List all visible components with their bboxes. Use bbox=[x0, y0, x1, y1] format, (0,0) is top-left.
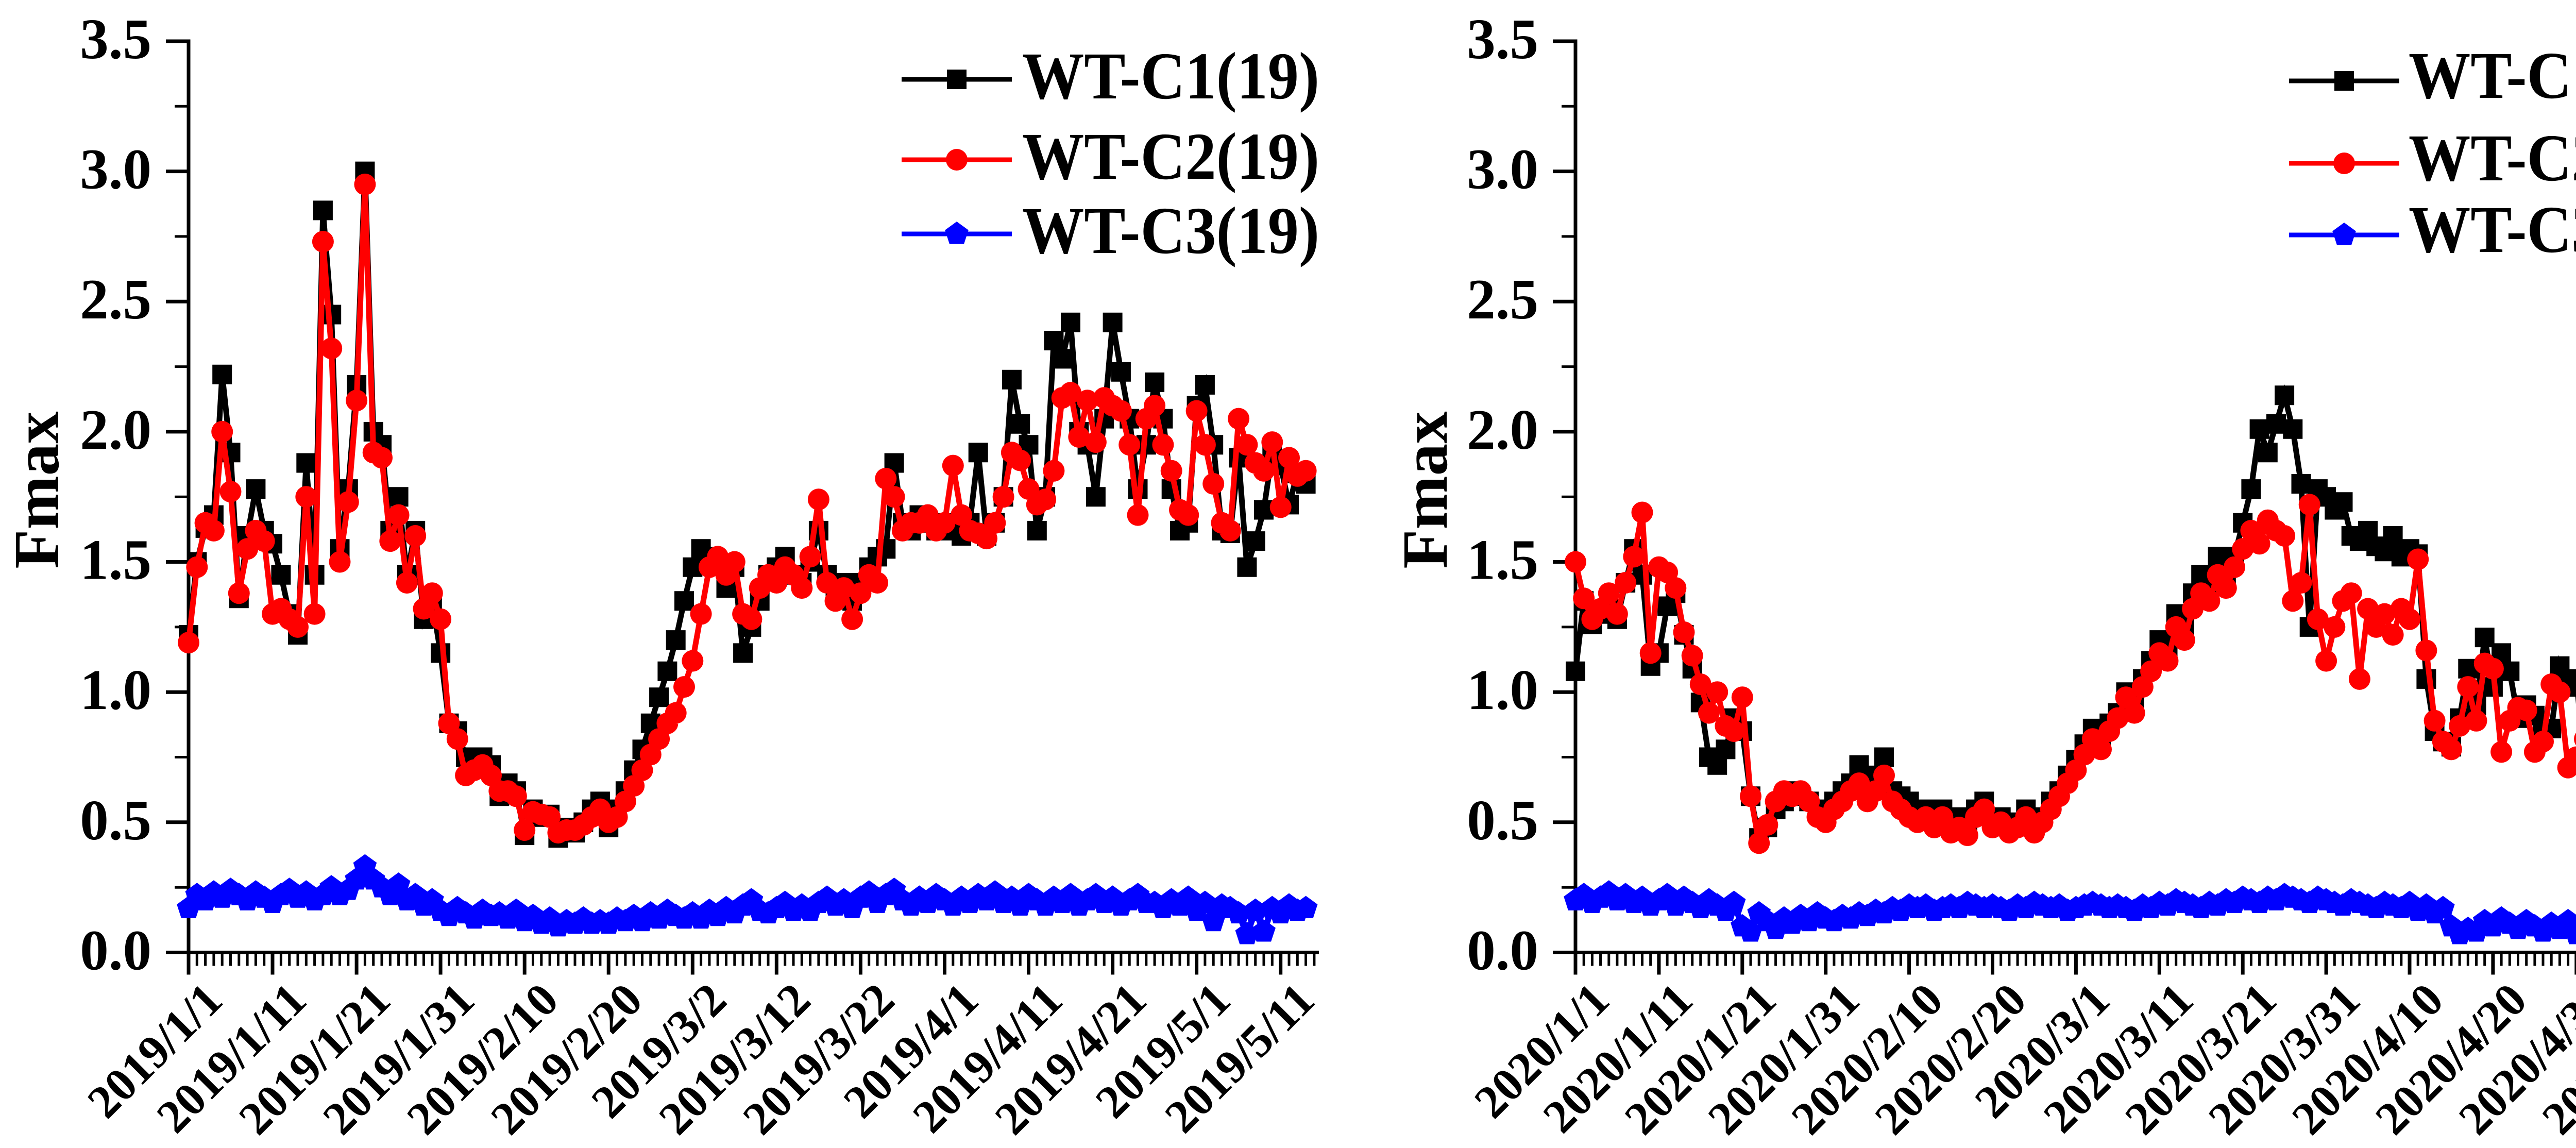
svg-text:WT-C1(20): WT-C1(20) bbox=[2409, 39, 2576, 113]
svg-text:3.0: 3.0 bbox=[80, 138, 151, 201]
svg-text:0.0: 0.0 bbox=[80, 919, 151, 983]
svg-text:WT-C2(19): WT-C2(19) bbox=[1022, 120, 1319, 194]
svg-text:0.0: 0.0 bbox=[1467, 919, 1538, 983]
svg-text:0.5: 0.5 bbox=[80, 789, 151, 852]
svg-text:WT-C2(20): WT-C2(20) bbox=[2409, 121, 2576, 195]
svg-text:3.5: 3.5 bbox=[80, 8, 151, 71]
svg-text:2.5: 2.5 bbox=[1467, 268, 1538, 331]
svg-text:1.0: 1.0 bbox=[80, 659, 151, 722]
svg-text:2.5: 2.5 bbox=[80, 268, 151, 331]
svg-text:WT-C3(19): WT-C3(19) bbox=[1022, 194, 1319, 268]
svg-text:2.0: 2.0 bbox=[1467, 398, 1538, 462]
svg-text:3.0: 3.0 bbox=[1467, 138, 1538, 201]
svg-text:1.5: 1.5 bbox=[1467, 529, 1538, 592]
svg-text:Fmax: Fmax bbox=[1390, 411, 1461, 568]
svg-text:3.5: 3.5 bbox=[1467, 8, 1538, 71]
svg-text:1.0: 1.0 bbox=[1467, 659, 1538, 722]
svg-text:1.5: 1.5 bbox=[80, 529, 151, 592]
svg-text:WT-C3(20): WT-C3(20) bbox=[2409, 193, 2576, 267]
svg-text:Fmax: Fmax bbox=[2, 411, 73, 568]
svg-text:2.0: 2.0 bbox=[80, 398, 151, 462]
svg-text:0.5: 0.5 bbox=[1467, 789, 1538, 852]
svg-text:WT-C1(19): WT-C1(19) bbox=[1022, 39, 1319, 113]
